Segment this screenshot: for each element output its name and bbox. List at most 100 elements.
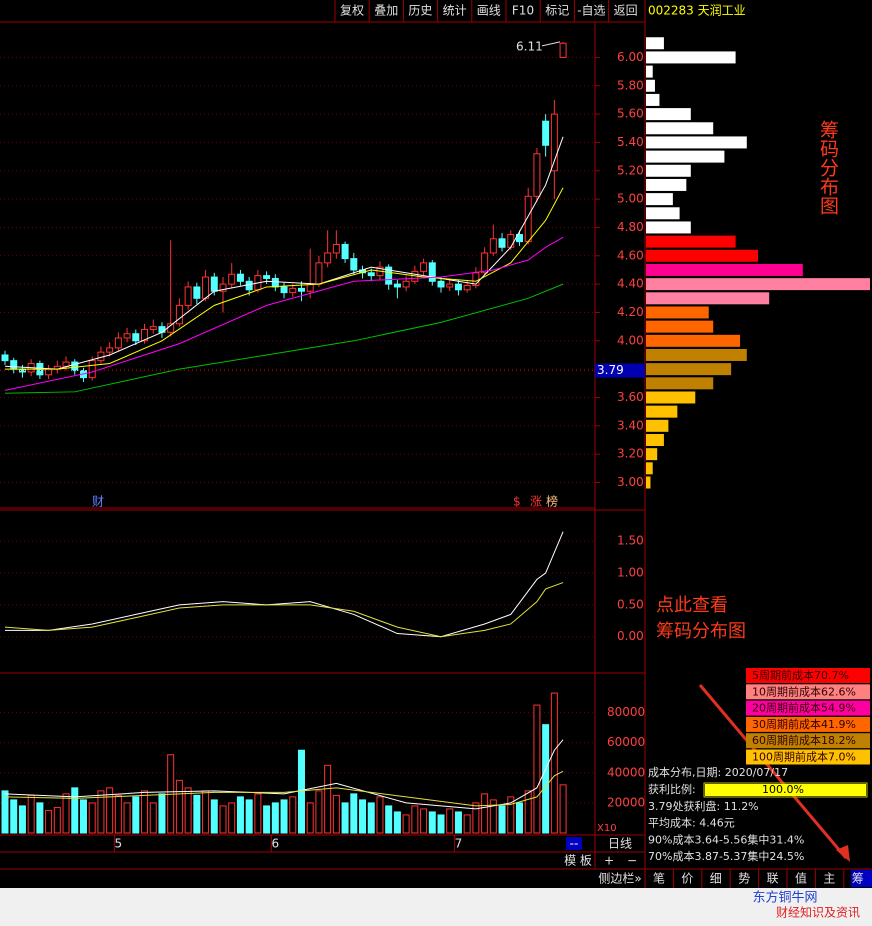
tab[interactable]: 值 xyxy=(795,871,807,886)
period-box: -- xyxy=(570,837,579,851)
stat: 成本分布,日期: 2020/07/17 xyxy=(648,765,788,779)
stock-name: 002283 天润工业 xyxy=(648,4,746,18)
volume-bar xyxy=(559,784,567,834)
y-tick-label: 5.00 xyxy=(617,192,644,206)
y-tick-label: 3.00 xyxy=(617,475,644,489)
volume-bar xyxy=(481,793,489,834)
volume-bar xyxy=(219,805,227,834)
line xyxy=(4,236,564,391)
candle-body xyxy=(175,304,183,325)
candle-body xyxy=(402,280,410,288)
volume-bar xyxy=(271,802,279,834)
chip-bar xyxy=(646,37,664,50)
candle-body xyxy=(271,277,279,288)
plus[interactable]: + xyxy=(604,854,614,868)
line xyxy=(4,739,564,810)
active-tab-bg xyxy=(851,870,872,887)
volume-bar xyxy=(132,796,140,834)
chip-bar xyxy=(646,235,736,248)
volume-bar xyxy=(428,811,436,834)
candle-body xyxy=(245,280,253,291)
volume-bar xyxy=(498,805,506,834)
candle-body xyxy=(88,360,96,379)
y-tick-label: 60000 xyxy=(607,735,645,749)
volume-bar xyxy=(359,799,367,834)
volume-bar xyxy=(350,793,358,834)
sidebar[interactable]: 侧边栏» xyxy=(598,871,641,886)
candle-body xyxy=(228,273,236,285)
candle-body xyxy=(141,328,149,342)
toolbar-button[interactable]: 标记 xyxy=(545,4,569,18)
volume-bar xyxy=(489,799,497,834)
toolbar-button[interactable]: 历史 xyxy=(408,4,432,18)
arrow-head xyxy=(836,845,850,862)
volume-bar xyxy=(210,799,218,834)
marker: 涨 xyxy=(530,494,542,509)
candle-body xyxy=(45,368,53,376)
legend-box xyxy=(746,668,870,683)
tab[interactable]: 联 xyxy=(767,872,779,886)
toolbar-button[interactable]: -自选 xyxy=(577,4,605,18)
chip-bar xyxy=(646,193,673,206)
chip-bar xyxy=(646,164,691,177)
candle-body xyxy=(341,243,349,260)
period[interactable]: 日线 xyxy=(608,837,632,851)
volume-bar xyxy=(202,790,210,834)
volume-bar xyxy=(411,805,419,834)
candle-body xyxy=(280,286,288,294)
chip-bar xyxy=(646,391,696,404)
volume-bar xyxy=(454,811,462,834)
x-tick-label: 6 xyxy=(271,837,279,851)
y-tick-label: 4.80 xyxy=(617,220,644,234)
candle-body xyxy=(114,337,122,349)
chip-bar xyxy=(646,320,714,333)
tab[interactable]: 筹 xyxy=(852,872,864,886)
scale-label: X10 xyxy=(597,823,617,834)
legend-box xyxy=(746,733,870,749)
minus[interactable]: − xyxy=(627,854,637,868)
chip-bar xyxy=(646,433,664,446)
candle-body xyxy=(454,283,462,291)
candle-body xyxy=(350,258,358,271)
profit-frame xyxy=(703,782,868,798)
candle-body xyxy=(332,243,340,254)
volume-bar xyxy=(341,802,349,834)
toolbar-button[interactable]: 返回 xyxy=(614,4,638,18)
volume-bar xyxy=(542,724,550,834)
candle-body xyxy=(393,283,401,288)
volume-bar xyxy=(27,794,35,834)
tab[interactable]: 势 xyxy=(738,872,750,886)
legend-label: 30周期前成本41.9% xyxy=(752,717,856,731)
toolbar-button[interactable]: 叠加 xyxy=(374,4,398,18)
volume-bar xyxy=(533,704,541,834)
toolbar-button[interactable]: 画线 xyxy=(477,4,501,18)
marker: $ xyxy=(513,495,521,509)
volume-bar xyxy=(245,799,253,834)
volume-bar xyxy=(1,790,9,834)
candle-body xyxy=(184,286,192,306)
bottom-toolbar xyxy=(0,888,872,926)
y-tick-label: 4.60 xyxy=(617,248,644,262)
tab[interactable]: 价 xyxy=(681,872,693,886)
high-pointer xyxy=(541,41,561,47)
toolbar-button[interactable]: 复权 xyxy=(340,4,364,18)
volume-bar xyxy=(550,692,558,834)
tab[interactable]: 笔 xyxy=(653,871,665,886)
tab[interactable]: 主 xyxy=(823,872,835,886)
volume-bar xyxy=(524,790,532,834)
candle-body xyxy=(123,333,131,339)
toolbar-button[interactable]: 统计 xyxy=(443,4,467,18)
volume-bar xyxy=(62,793,70,834)
volume-bar xyxy=(10,799,18,834)
volume-bar xyxy=(228,802,236,834)
volume-bar xyxy=(306,802,314,834)
high-label: 6.11 xyxy=(516,39,543,53)
stat: 获利比例: xyxy=(648,782,696,796)
chip-bar xyxy=(646,334,741,347)
legend-label: 10周期前成本62.6% xyxy=(752,684,856,698)
tab[interactable]: 细 xyxy=(710,872,722,886)
toolbar-button[interactable]: F10 xyxy=(512,4,534,18)
template[interactable]: 模 板 xyxy=(564,854,592,868)
chip-bar xyxy=(646,278,870,291)
